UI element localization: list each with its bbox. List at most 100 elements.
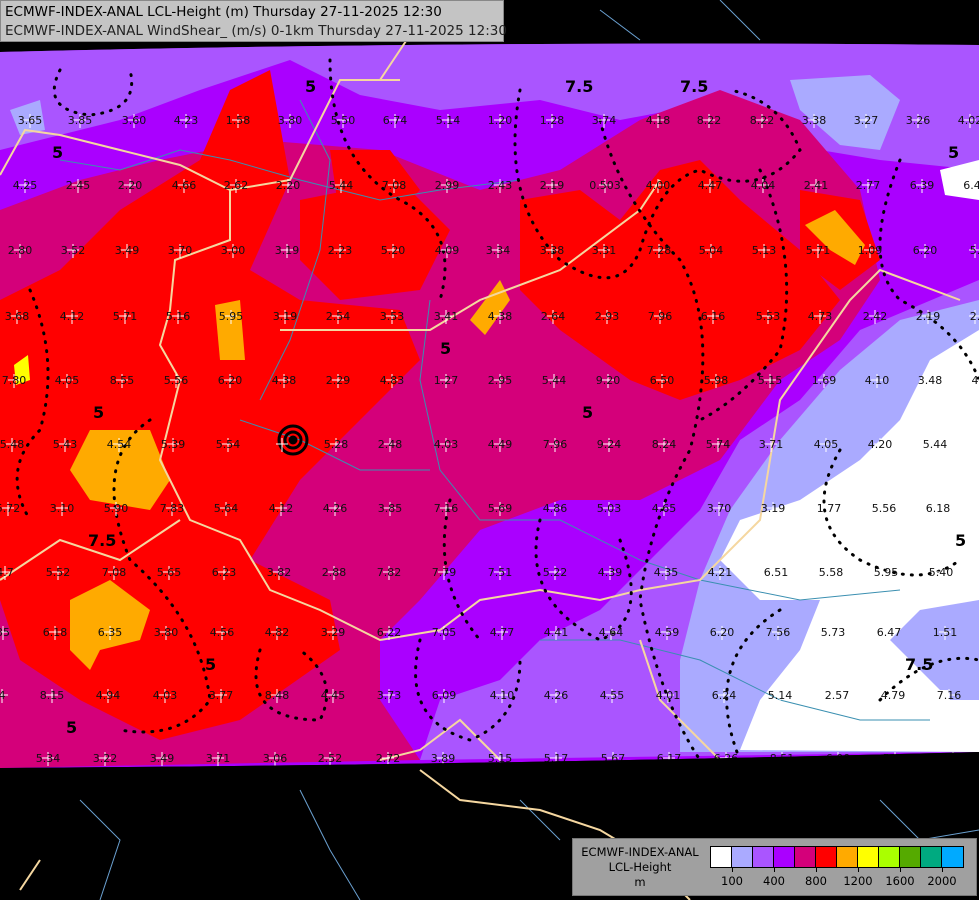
legend-tick-label: 1200 bbox=[843, 874, 873, 888]
station-cross-icon bbox=[102, 689, 114, 703]
station-marker: 3.49 bbox=[115, 244, 139, 258]
station-marker: 5.71 bbox=[806, 244, 831, 258]
station-cross-icon bbox=[440, 438, 452, 452]
station-marker: 5.14 bbox=[768, 689, 792, 703]
station-value: 5.71 bbox=[806, 244, 831, 257]
station-marker: 6.20 bbox=[218, 374, 242, 388]
station-value: 4.65 bbox=[652, 502, 677, 515]
station-marker: 6.23 bbox=[212, 566, 236, 580]
station-value: 4.56 bbox=[210, 626, 235, 639]
station-value: 2.95 bbox=[488, 374, 513, 387]
station-cross-icon bbox=[383, 566, 395, 580]
station-marker: 5.95 bbox=[874, 566, 898, 580]
station-value: 5.52 bbox=[46, 566, 71, 579]
station-value: 5.50 bbox=[331, 114, 356, 127]
station-marker: 5.50 bbox=[331, 114, 356, 128]
station-marker: 2.57 bbox=[825, 689, 849, 703]
station-marker: 4.21 bbox=[708, 566, 733, 580]
station-cross-icon bbox=[713, 502, 725, 516]
station-cross-icon bbox=[494, 179, 506, 193]
lcl-height-fill-layer bbox=[0, 43, 979, 768]
map-title-box: ECMWF-INDEX-ANAL LCL-Height (m) Thursday… bbox=[0, 0, 507, 42]
station-cross-icon bbox=[756, 114, 768, 128]
station-value: 4.55 bbox=[600, 689, 625, 702]
station-value: 5.98 bbox=[704, 374, 729, 387]
station-marker: 5.43 bbox=[53, 438, 77, 452]
station-value: 4.7 bbox=[0, 566, 14, 579]
station-marker: 7.51 bbox=[488, 566, 512, 580]
station-value: 3.85 bbox=[68, 114, 93, 127]
station-marker: 5.22 bbox=[543, 566, 567, 580]
station-cross-icon bbox=[337, 114, 349, 128]
station-value: 8.22 bbox=[697, 114, 722, 127]
fill-orange-centre bbox=[215, 300, 245, 360]
station-cross-icon bbox=[922, 310, 934, 324]
station-value: 35 bbox=[0, 626, 10, 639]
station-value: 5.54 bbox=[216, 438, 241, 451]
station-marker: 2.45 bbox=[66, 179, 90, 193]
station-cross-icon bbox=[764, 374, 776, 388]
station-marker: 3.65 bbox=[18, 114, 43, 128]
station-cross-icon bbox=[59, 438, 71, 452]
station-value: 4.02 bbox=[958, 114, 979, 127]
station-value: 5.03 bbox=[597, 502, 622, 515]
station-value: 3.19 bbox=[275, 244, 300, 257]
station-cross-icon bbox=[329, 502, 341, 516]
station-cross-icon bbox=[864, 244, 876, 258]
station-marker: 5. bbox=[969, 244, 979, 258]
station-marker: 6.4 bbox=[963, 179, 979, 193]
station-cross-icon bbox=[598, 114, 610, 128]
station-marker: 2.54 bbox=[326, 310, 350, 324]
station-marker: 2.19 bbox=[540, 179, 564, 193]
station-value: 3.53 bbox=[380, 310, 405, 323]
station-value: 4.83 bbox=[380, 374, 405, 387]
station-cross-icon bbox=[324, 752, 336, 766]
legend-swatch bbox=[921, 847, 942, 867]
station-cross-icon bbox=[438, 626, 450, 640]
station-value: 5.64 bbox=[214, 502, 239, 515]
station-marker: 1.20 bbox=[488, 114, 512, 128]
station-cross-icon bbox=[823, 502, 835, 516]
contour-label: 7.5 bbox=[88, 531, 116, 550]
station-cross-icon bbox=[820, 438, 832, 452]
station-cross-icon bbox=[550, 689, 562, 703]
station-marker: 5.20 bbox=[381, 244, 405, 258]
station-marker: 7.16 bbox=[434, 502, 458, 516]
station-value: 3.26 bbox=[906, 114, 931, 127]
station-marker: 4.66 bbox=[172, 179, 196, 193]
station-marker: 6.16 bbox=[701, 310, 725, 324]
legend-swatch bbox=[900, 847, 921, 867]
station-value: 4.05 bbox=[55, 374, 80, 387]
station-marker: 5.40 bbox=[929, 566, 953, 580]
station-value: 3.65 bbox=[18, 114, 43, 127]
station-cross-icon bbox=[224, 374, 236, 388]
station-cross-icon bbox=[943, 689, 955, 703]
station-cross-icon bbox=[658, 438, 670, 452]
station-value: 6.24 bbox=[712, 689, 737, 702]
station-cross-icon bbox=[932, 502, 944, 516]
station-value: 2.77 bbox=[856, 179, 881, 192]
fill-yellow-west bbox=[14, 355, 30, 385]
station-cross-icon bbox=[156, 752, 168, 766]
station-cross-icon bbox=[383, 626, 395, 640]
station-value: 4.77 bbox=[490, 626, 515, 639]
station-cross-icon bbox=[605, 626, 617, 640]
station-cross-icon bbox=[279, 310, 291, 324]
station-marker: 5.56 bbox=[164, 374, 188, 388]
station-marker: 6.09 bbox=[432, 689, 456, 703]
station-value: 6.20 bbox=[913, 244, 938, 257]
station-cross-icon bbox=[653, 244, 665, 258]
station-marker: 3.71 bbox=[206, 752, 230, 766]
legend-swatch bbox=[774, 847, 795, 867]
legend-tick-label: 800 bbox=[805, 874, 827, 888]
station-cross-icon bbox=[660, 566, 672, 580]
station-marker: 4.39 bbox=[598, 566, 622, 580]
station-value: 4.21 bbox=[708, 566, 733, 579]
station-value: 5.28 bbox=[324, 438, 349, 451]
legend-swatch bbox=[858, 847, 879, 867]
station-value: 5.72 bbox=[0, 502, 20, 515]
station-cross-icon bbox=[0, 689, 8, 703]
station-cross-icon bbox=[814, 310, 826, 324]
station-value: 3.85 bbox=[378, 502, 403, 515]
